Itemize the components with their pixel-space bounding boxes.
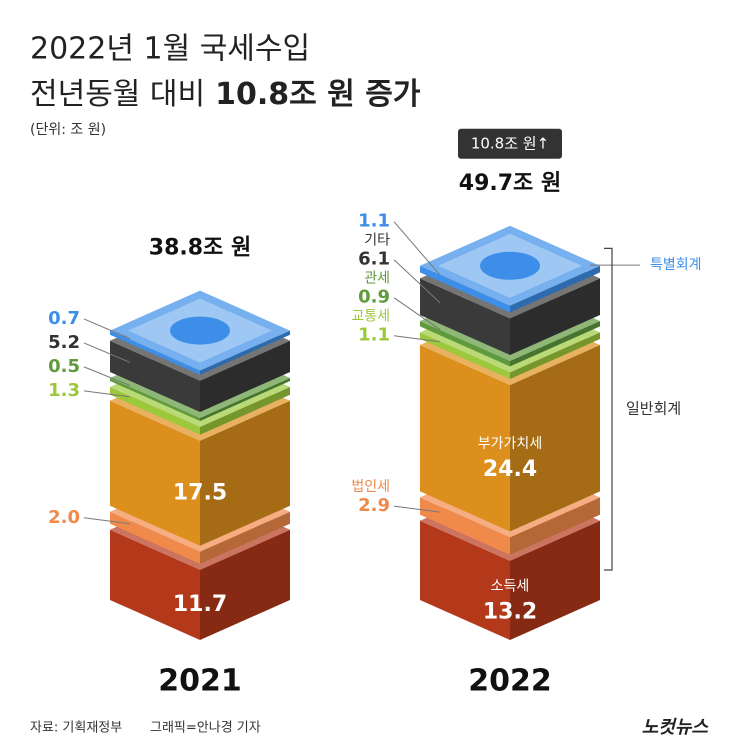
block-left-face: [110, 387, 200, 435]
block-left-face: [420, 520, 510, 640]
block-right-face: [200, 511, 290, 564]
block-right-face: [200, 387, 290, 435]
block-left-face: [420, 265, 510, 313]
value-label: 2.9: [358, 495, 390, 516]
block-left-face: [110, 330, 200, 375]
group-bracket: [604, 247, 613, 571]
badge-box: [458, 128, 562, 159]
block-right-face: [510, 265, 600, 313]
block-left-face: [420, 278, 510, 355]
block-right-face: [200, 330, 290, 375]
segment-name: 기타: [364, 233, 390, 249]
badge: 10.8조 원↑: [471, 134, 549, 152]
source: 자료: 기획재정부: [30, 721, 122, 736]
value-label: 2.0: [48, 507, 80, 528]
value-label: 0.9: [358, 287, 390, 308]
leader-line: [393, 297, 441, 331]
block-left-face: [420, 332, 510, 379]
value-label: 1.1: [358, 325, 390, 346]
leader-line: [393, 259, 441, 304]
block-right-face: [510, 332, 600, 379]
block-right-face: [510, 520, 600, 640]
block-right-face: [200, 400, 290, 546]
leader-line: [393, 221, 441, 276]
total-label: 49.7조 원: [459, 171, 561, 196]
leader-line: [393, 335, 441, 343]
block-left-face: [110, 529, 200, 640]
group-label: 일반회계: [626, 400, 681, 418]
block-right-face: [510, 278, 600, 355]
block-left-face: [110, 378, 200, 421]
block-right-face: [200, 529, 290, 640]
block-right-face: [510, 497, 600, 555]
segment-name: 소득세: [491, 578, 530, 594]
banknote-emblem: [170, 316, 230, 345]
leader-line: [83, 390, 131, 398]
leader-line: [83, 318, 131, 340]
block-left-face: [420, 497, 510, 555]
unit: (단위: 조 원): [30, 122, 106, 138]
segment-name: 관세: [364, 271, 390, 287]
block-right-face: [200, 378, 290, 421]
leader-line: [83, 517, 131, 525]
value-label: 11.7: [173, 592, 227, 617]
leader-line: [83, 342, 131, 363]
value-label: 1.3: [48, 380, 80, 401]
block-left-face: [420, 321, 510, 367]
value-label: 24.4: [483, 457, 537, 482]
year-label: 2022: [468, 664, 552, 699]
value-label: 1.1: [358, 211, 390, 232]
value-label: 0.7: [48, 308, 80, 329]
subtitle-prefix: 전년동월 대비: [30, 77, 205, 112]
subtitle-highlight: 10.8조 원 증가: [215, 77, 421, 112]
block-left-face: [420, 345, 510, 532]
block-right-face: [200, 340, 290, 412]
credit: 그래픽=안나경 기자: [150, 721, 261, 736]
year-label: 2021: [158, 664, 242, 699]
banknote-emblem: [480, 251, 540, 280]
value-label: 5.2: [48, 332, 80, 353]
logo: 노컷뉴스: [642, 717, 710, 738]
segment-name: 부가가치세: [478, 436, 542, 452]
leader-line: [83, 366, 131, 386]
value-label: 0.5: [48, 356, 80, 377]
block-left-face: [110, 400, 200, 546]
value-label: 17.5: [173, 480, 227, 505]
block-left-face: [110, 340, 200, 412]
block-right-face: [510, 345, 600, 532]
title: 2022년 1월 국세수입: [30, 32, 310, 67]
segment-name: 법인세: [351, 479, 390, 495]
subtitle: 전년동월 대비 10.8조 원 증가: [30, 77, 421, 112]
value-label: 13.2: [483, 599, 537, 624]
segment-name: 특별회계: [650, 257, 702, 273]
value-label: 6.1: [358, 249, 390, 270]
block-right-face: [510, 321, 600, 367]
block-left-face: [110, 511, 200, 564]
total-label: 38.8조 원: [149, 236, 251, 261]
leader-line: [393, 505, 441, 513]
segment-name: 교통세: [351, 309, 390, 325]
